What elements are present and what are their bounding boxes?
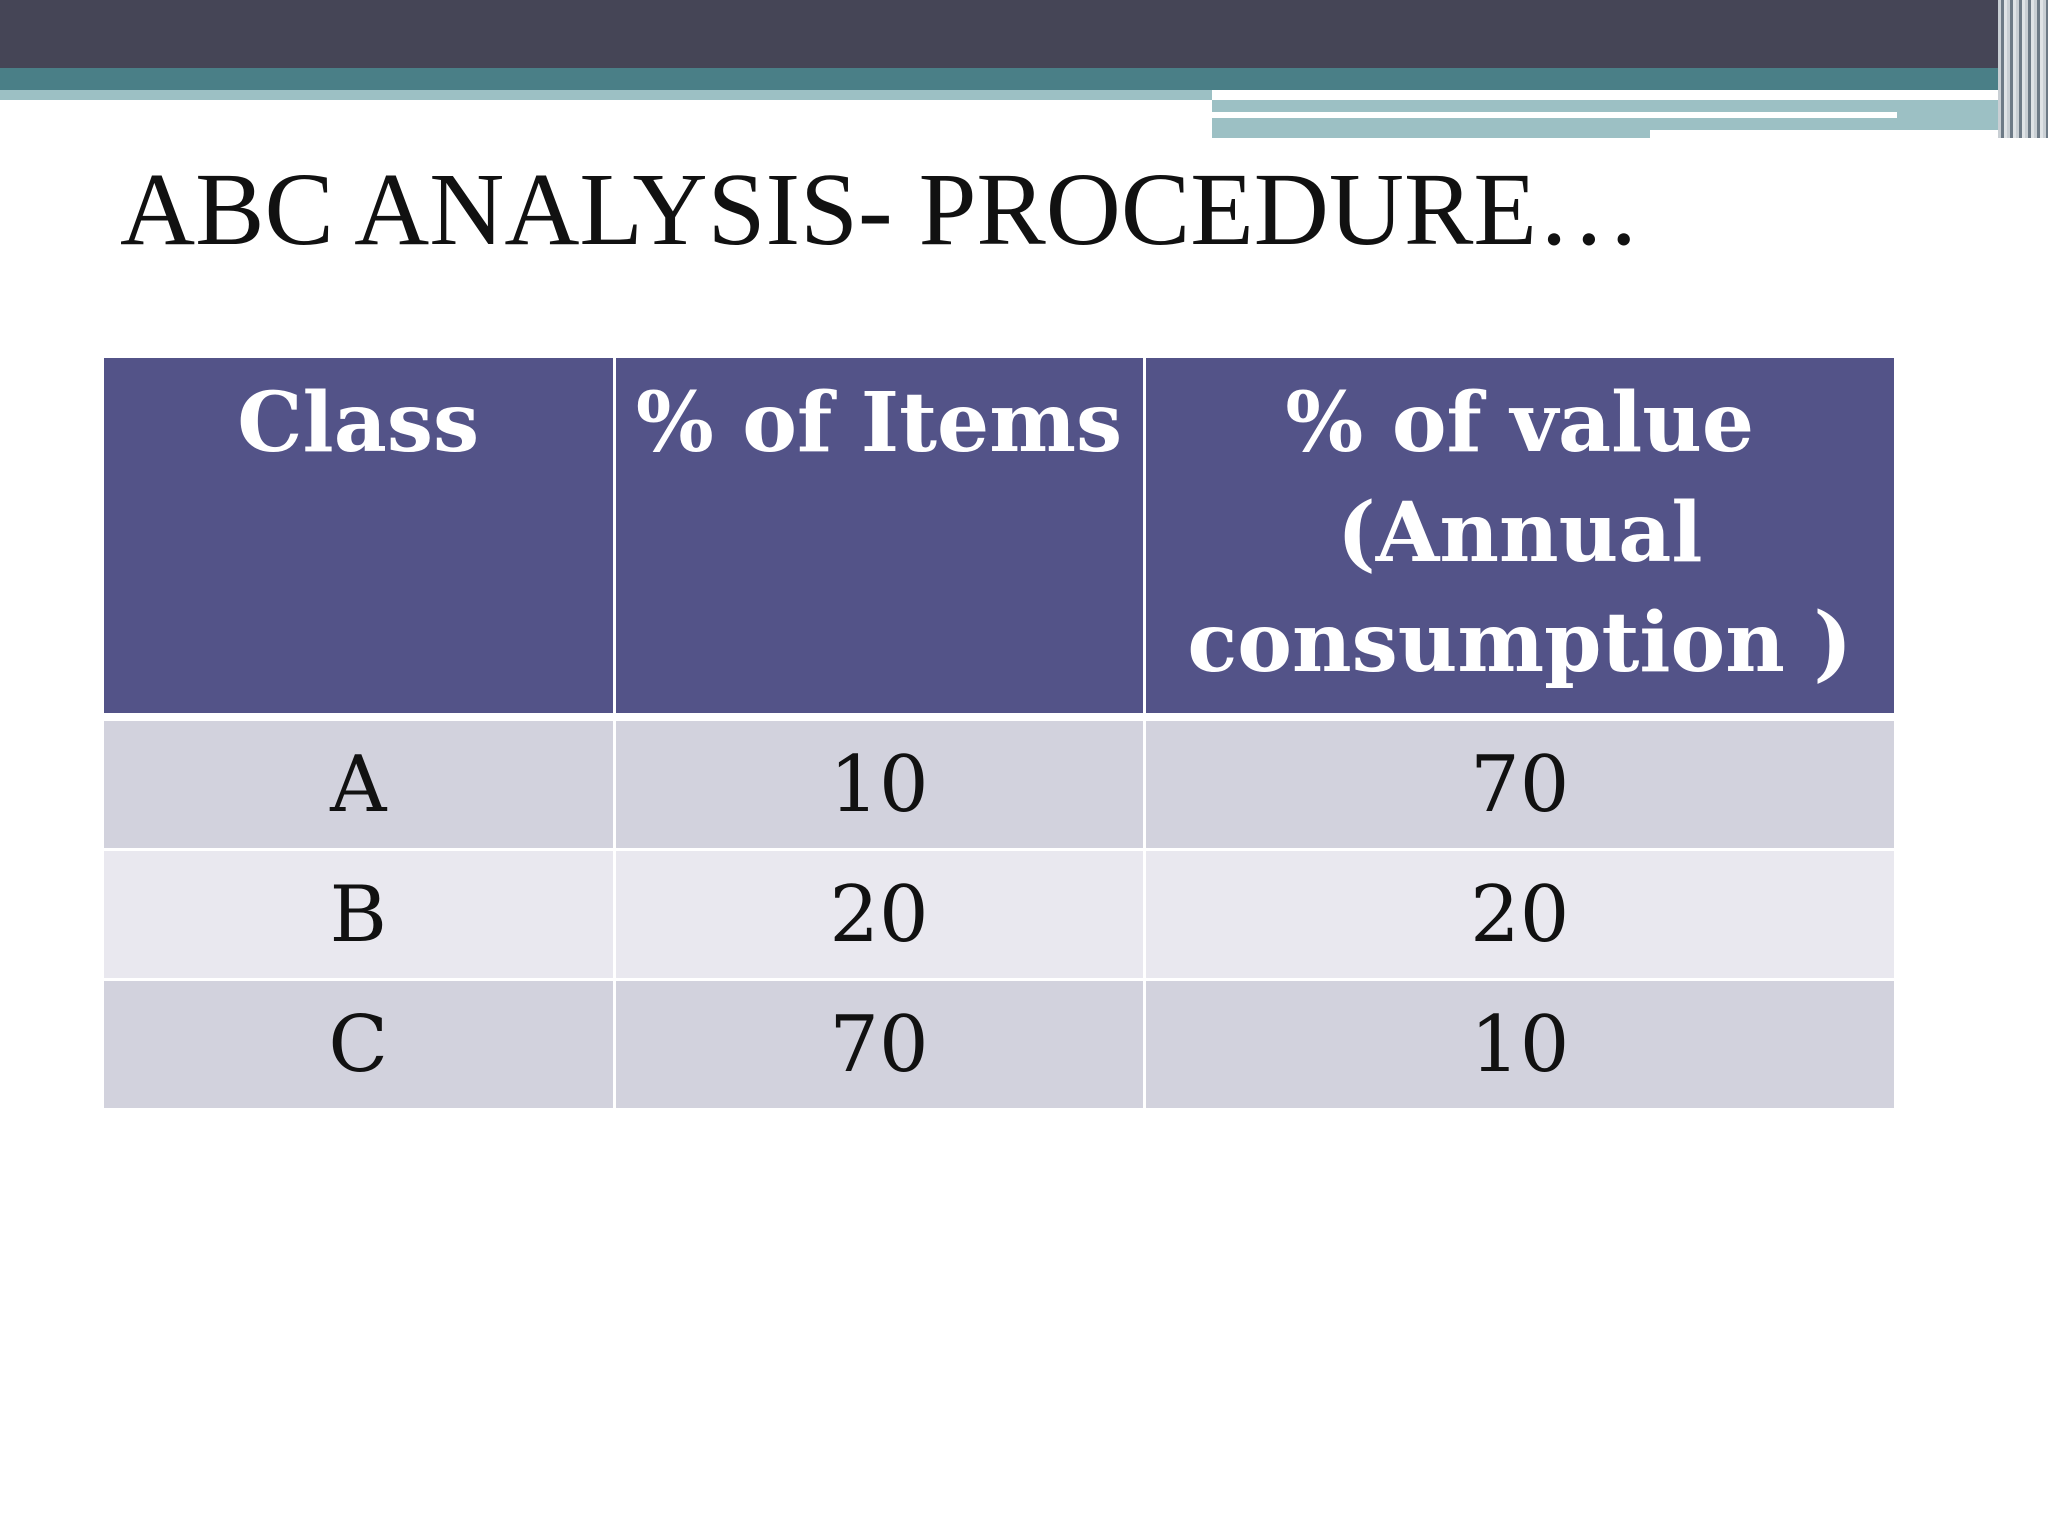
table-row: C 70 10 (104, 979, 1894, 1111)
abc-table: Class % of Items % of value (Annual cons… (104, 358, 1894, 1111)
table-row: A 10 70 (104, 717, 1894, 851)
header-banner-light-left (0, 90, 1212, 100)
header-percent-value: % of value (Annual consumption ) (1144, 358, 1894, 721)
table-header-row: Class % of Items % of value (Annual cons… (104, 358, 1894, 721)
cell-class: A (104, 717, 616, 851)
cell-percent-value: 20 (1144, 849, 1894, 981)
cell-class: C (104, 979, 616, 1111)
cell-percent-items: 10 (614, 717, 1146, 851)
header-banner-stripes (1998, 0, 2048, 138)
header-banner-dark (0, 0, 2048, 68)
slide-title: ABC ANALYSIS- PROCEDURE… (120, 152, 1641, 267)
header-banner-teal (0, 68, 2048, 90)
cell-class: B (104, 849, 616, 981)
cell-percent-value: 70 (1144, 717, 1894, 851)
cell-percent-items: 20 (614, 849, 1146, 981)
header-percent-items: % of Items (614, 358, 1146, 721)
table-row: B 20 20 (104, 849, 1894, 981)
header-banner-line (1650, 130, 2010, 138)
cell-percent-items: 70 (614, 979, 1146, 1111)
cell-percent-value: 10 (1144, 979, 1894, 1111)
header-banner-line (1212, 112, 1897, 118)
header-class: Class (104, 358, 616, 721)
